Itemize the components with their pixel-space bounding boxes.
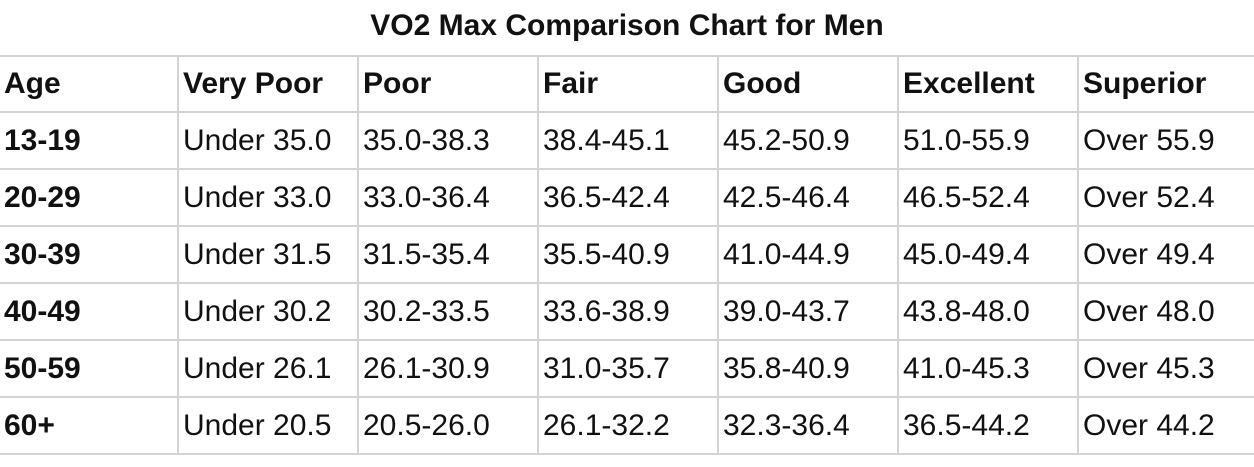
vo2-table: Age Very Poor Poor Fair Good Excellent Superio… <box>0 55 1254 455</box>
value-cell: 43.8-48.0 <box>897 282 1079 341</box>
header-cell: Poor <box>357 55 539 113</box>
table-row: 30-39 Under 31.5 31.5-35.4 35.5-40.9 41.0-44… <box>0 225 1254 284</box>
value-cell: 31.0-35.7 <box>537 339 719 398</box>
value-cell: 36.5-44.2 <box>897 396 1079 455</box>
value-cell: Under 31.5 <box>177 225 359 284</box>
value-cell: 36.5-42.4 <box>537 168 719 227</box>
value-cell: Over 45.3 <box>1077 339 1254 398</box>
age-cell: 60+ <box>0 396 179 455</box>
header-cell: Excellent <box>897 55 1079 113</box>
value-cell: 33.6-38.9 <box>537 282 719 341</box>
value-cell: 41.0-44.9 <box>717 225 899 284</box>
value-cell: Over 48.0 <box>1077 282 1254 341</box>
value-cell: Over 44.2 <box>1077 396 1254 455</box>
value-cell: Over 55.9 <box>1077 111 1254 170</box>
value-cell: 35.8-40.9 <box>717 339 899 398</box>
header-cell: Fair <box>537 55 719 113</box>
value-cell: Over 49.4 <box>1077 225 1254 284</box>
value-cell: 38.4-45.1 <box>537 111 719 170</box>
value-cell: Under 35.0 <box>177 111 359 170</box>
table-body: Age Very Poor Poor Fair Good Excellent Superio… <box>0 55 1254 455</box>
age-cell: 50-59 <box>0 339 179 398</box>
value-cell: 32.3-36.4 <box>717 396 899 455</box>
table-row: 50-59 Under 26.1 26.1-30.9 31.0-35.7 35.8-40… <box>0 339 1254 398</box>
table-row: 40-49 Under 30.2 30.2-33.5 33.6-38.9 39.0-43… <box>0 282 1254 341</box>
value-cell: 39.0-43.7 <box>717 282 899 341</box>
header-row: Age Very Poor Poor Fair Good Excellent Superio… <box>0 55 1254 113</box>
value-cell: 35.5-40.9 <box>537 225 719 284</box>
header-cell: Very Poor <box>177 55 359 113</box>
table-row: 13-19 Under 35.0 35.0-38.3 38.4-45.1 45.2-50… <box>0 111 1254 170</box>
value-cell: 35.0-38.3 <box>357 111 539 170</box>
value-cell: 30.2-33.5 <box>357 282 539 341</box>
value-cell: 33.0-36.4 <box>357 168 539 227</box>
table-row: 60+ Under 20.5 20.5-26.0 26.1-32.2 32.3-36.4… <box>0 396 1254 455</box>
table-title: VO2 Max Comparison Chart for Men <box>370 9 884 42</box>
age-cell: 40-49 <box>0 282 179 341</box>
value-cell: 45.2-50.9 <box>717 111 899 170</box>
value-cell: 26.1-30.9 <box>357 339 539 398</box>
age-cell: 20-29 <box>0 168 179 227</box>
value-cell: 26.1-32.2 <box>537 396 719 455</box>
value-cell: 45.0-49.4 <box>897 225 1079 284</box>
value-cell: Under 30.2 <box>177 282 359 341</box>
value-cell: 20.5-26.0 <box>357 396 539 455</box>
value-cell: Under 33.0 <box>177 168 359 227</box>
table-row: 20-29 Under 33.0 33.0-36.4 36.5-42.4 42.5-46… <box>0 168 1254 227</box>
value-cell: 31.5-35.4 <box>357 225 539 284</box>
value-cell: Under 20.5 <box>177 396 359 455</box>
value-cell: Under 26.1 <box>177 339 359 398</box>
value-cell: 42.5-46.4 <box>717 168 899 227</box>
age-cell: 30-39 <box>0 225 179 284</box>
age-cell: 13-19 <box>0 111 179 170</box>
header-cell: Good <box>717 55 899 113</box>
value-cell: 51.0-55.9 <box>897 111 1079 170</box>
header-cell: Age <box>0 55 179 113</box>
header-cell: Superior <box>1077 55 1254 113</box>
value-cell: 46.5-52.4 <box>897 168 1079 227</box>
value-cell: 41.0-45.3 <box>897 339 1079 398</box>
value-cell: Over 52.4 <box>1077 168 1254 227</box>
